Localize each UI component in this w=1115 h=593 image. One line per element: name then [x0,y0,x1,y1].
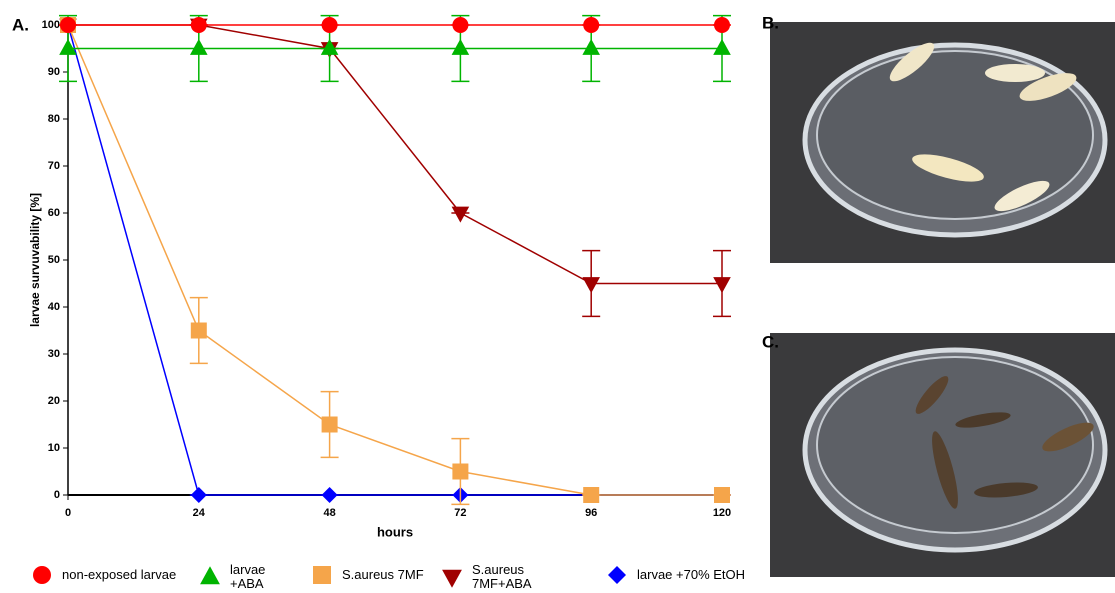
y-tick-label: 60 [48,207,60,219]
series-line [68,25,722,495]
y-tick-label: 70 [48,160,60,172]
x-tick-label: 0 [65,507,71,519]
legend-label: larvae +70% EtOH [637,568,807,582]
y-tick-label: 0 [54,489,60,501]
series [59,17,731,33]
marker [452,17,468,33]
marker [322,17,338,33]
x-tick-label: 48 [323,507,335,519]
marker [714,487,730,503]
y-tick-label: 100 [42,19,60,31]
marker [322,487,338,503]
marker [452,207,470,223]
marker [191,323,207,339]
marker [452,39,470,55]
legend-item: non-exposed larvae [30,563,222,587]
marker [713,39,731,55]
figure: A. B. C. hours larvae survuvability [%] … [0,0,1115,593]
y-tick-label: 20 [48,395,60,407]
panel-label: A. [12,15,29,34]
series-line [68,25,722,495]
y-tick-label: 90 [48,66,60,78]
legend-marker [440,565,464,589]
legend-marker [310,563,334,587]
photo-b [770,22,1115,263]
legend-marker [605,563,629,587]
panel-label: B. [762,13,779,32]
y-tick-label: 80 [48,113,60,125]
marker [582,277,600,293]
series [59,17,731,504]
legend-item: larvae +70% EtOH [605,563,807,587]
marker [583,17,599,33]
photo-c [770,333,1115,577]
x-tick-label: 72 [454,507,466,519]
series [59,17,731,503]
y-tick-label: 50 [48,254,60,266]
marker [191,487,207,503]
x-tick-label: 96 [585,507,597,519]
series-line [68,25,722,284]
chart: A. B. C. hours larvae survuvability [%] … [0,0,1115,593]
marker [190,39,208,55]
legend-label: S.aureus 7MF+ABA [472,563,582,591]
legend-item: S.aureus 7MF+ABA [440,563,582,591]
x-axis-label: hours [377,524,413,539]
y-tick-label: 10 [48,442,60,454]
x-tick-label: 120 [713,507,731,519]
x-tick-label: 24 [193,507,206,519]
legend-item: larvae +ABA [198,563,300,591]
y-axis-label: larvae survuvability [%] [28,193,42,327]
marker [322,417,338,433]
marker [452,464,468,480]
marker [191,17,207,33]
marker [714,17,730,33]
y-tick-label: 40 [48,301,60,313]
panel-label: C. [762,332,779,351]
series [59,19,731,317]
marker [713,277,731,293]
y-tick-label: 30 [48,348,60,360]
legend-marker [30,563,54,587]
marker [60,17,76,33]
marker [583,487,599,503]
marker [582,39,600,55]
legend-label: larvae +ABA [230,563,300,591]
legend-marker [198,565,222,589]
